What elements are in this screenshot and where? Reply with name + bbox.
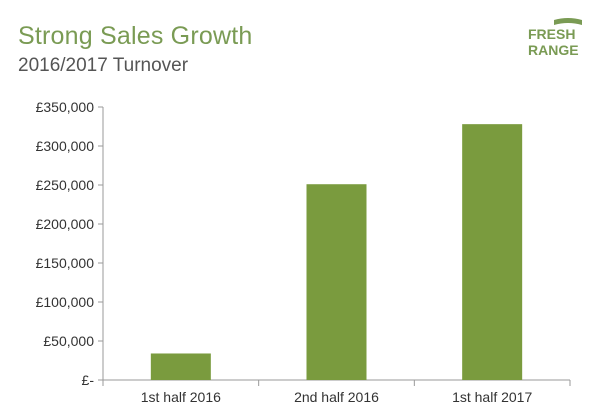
svg-text:FRESH: FRESH: [528, 26, 575, 42]
x-tick-label: 1st half 2017: [452, 389, 532, 405]
brand-logo: FRESH RANGE: [528, 14, 586, 60]
bar-1: [150, 353, 211, 380]
y-tick-label: £300,000: [36, 138, 95, 154]
y-tick-label: £-: [82, 372, 95, 388]
y-tick-label: £250,000: [36, 177, 95, 193]
y-tick-label: £350,000: [36, 99, 95, 115]
chart-subtitle: 2016/2017 Turnover: [18, 55, 189, 76]
bar-2: [306, 184, 367, 380]
chart-title: Strong Sales Growth: [18, 22, 253, 50]
x-tick-label: 1st half 2016: [141, 389, 221, 405]
y-tick-label: £50,000: [43, 333, 94, 349]
x-tick-label: 2nd half 2016: [294, 389, 379, 405]
y-tick-label: £150,000: [36, 255, 95, 271]
svg-text:RANGE: RANGE: [528, 42, 579, 58]
bar-3: [462, 124, 523, 380]
y-tick-label: £200,000: [36, 216, 95, 232]
y-tick-label: £100,000: [36, 294, 95, 310]
